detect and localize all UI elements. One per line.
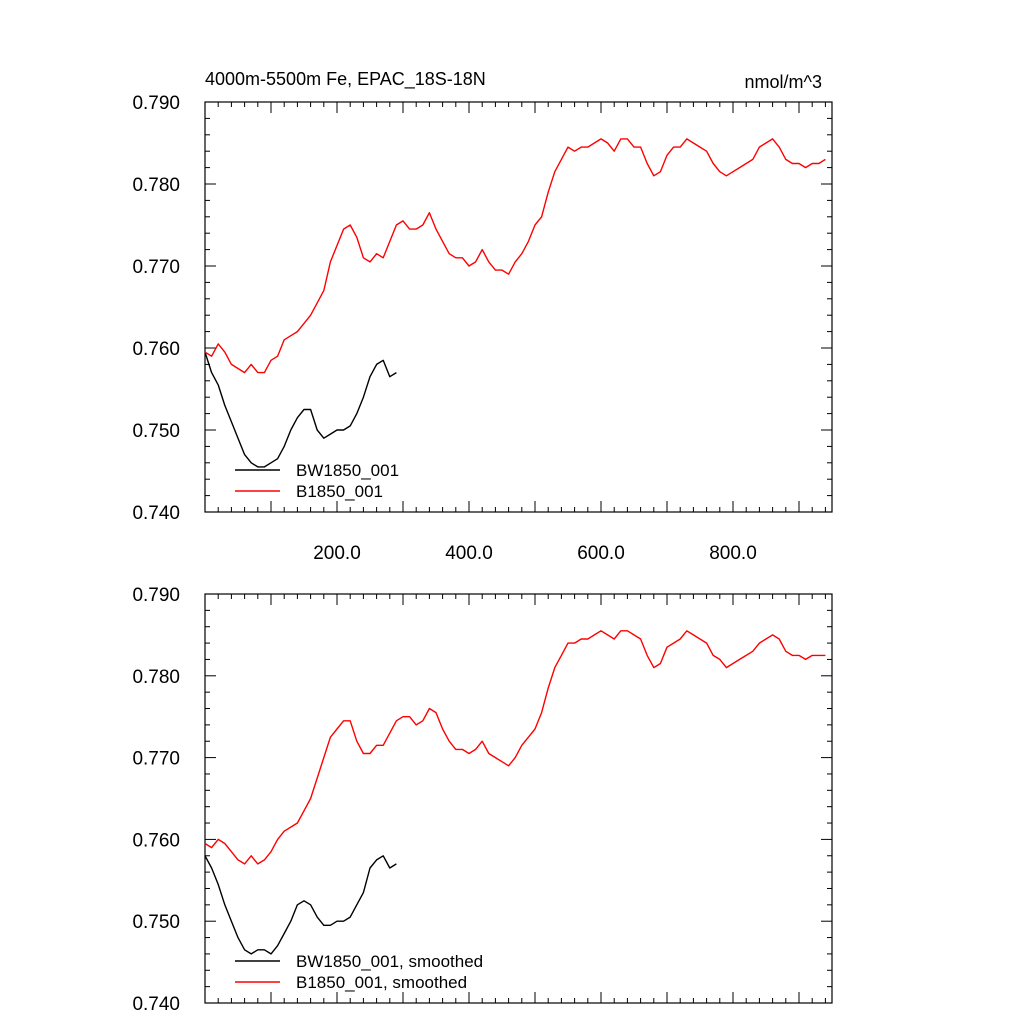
legend-label: B1850_001 bbox=[296, 482, 383, 501]
y-tick-label: 0.780 bbox=[132, 175, 180, 196]
series-line-bw1850-001 bbox=[204, 351, 397, 468]
y-tick-label: 0.760 bbox=[132, 339, 180, 360]
x-tick-label: 800.0 bbox=[709, 543, 757, 564]
x-tick-label: 400.0 bbox=[445, 543, 493, 564]
y-tick-label: 0.750 bbox=[132, 912, 180, 933]
series-line-b1850-001 bbox=[204, 138, 826, 374]
series-line-bw1850-001-smoothed bbox=[204, 855, 397, 955]
legend-label: BW1850_001 bbox=[296, 461, 399, 480]
y-tick-label: 0.750 bbox=[132, 421, 180, 442]
legend-label: B1850_001, smoothed bbox=[296, 973, 467, 992]
y-tick-label: 0.740 bbox=[132, 503, 180, 524]
y-tick-label: 0.770 bbox=[132, 257, 180, 278]
plot-frame-2 bbox=[204, 593, 833, 1004]
plot-frame-1 bbox=[204, 101, 833, 513]
y-tick-label: 0.790 bbox=[132, 585, 180, 606]
y-tick-label: 0.760 bbox=[132, 830, 180, 851]
series-line-b1850-001-smoothed bbox=[204, 630, 826, 865]
y-tick-label: 0.740 bbox=[132, 994, 180, 1015]
y-tick-label: 0.780 bbox=[132, 667, 180, 688]
chart-units: nmol/m^3 bbox=[745, 72, 822, 92]
x-tick-label: 200.0 bbox=[313, 543, 361, 564]
x-tick-label: 600.0 bbox=[577, 543, 625, 564]
chart-title: 4000m-5500m Fe, EPAC_18S-18N bbox=[205, 69, 486, 90]
y-tick-label: 0.770 bbox=[132, 749, 180, 770]
legend-label: BW1850_001, smoothed bbox=[296, 952, 483, 971]
y-tick-label: 0.790 bbox=[132, 93, 180, 114]
